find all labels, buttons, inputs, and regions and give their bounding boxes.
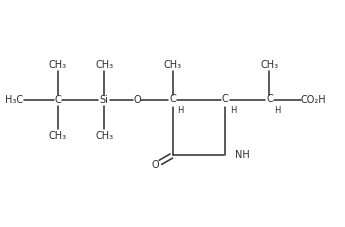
Text: CO₂H: CO₂H	[300, 95, 326, 105]
Text: H₃C: H₃C	[5, 95, 23, 105]
Text: CH₃: CH₃	[164, 60, 181, 70]
Text: C: C	[169, 94, 176, 104]
Text: CH₃: CH₃	[260, 60, 278, 70]
Text: H: H	[177, 106, 183, 115]
Text: NH: NH	[235, 150, 250, 160]
Text: C: C	[266, 94, 273, 104]
Text: C: C	[222, 94, 229, 104]
Text: C: C	[55, 95, 61, 105]
Text: H: H	[274, 106, 280, 115]
Text: CH₃: CH₃	[95, 131, 113, 141]
Text: CH₃: CH₃	[49, 60, 67, 70]
Text: O: O	[152, 160, 160, 170]
Text: O: O	[134, 95, 141, 105]
Text: CH₃: CH₃	[95, 60, 113, 70]
Text: Si: Si	[100, 95, 109, 105]
Text: H: H	[230, 106, 236, 115]
Text: CH₃: CH₃	[49, 131, 67, 141]
